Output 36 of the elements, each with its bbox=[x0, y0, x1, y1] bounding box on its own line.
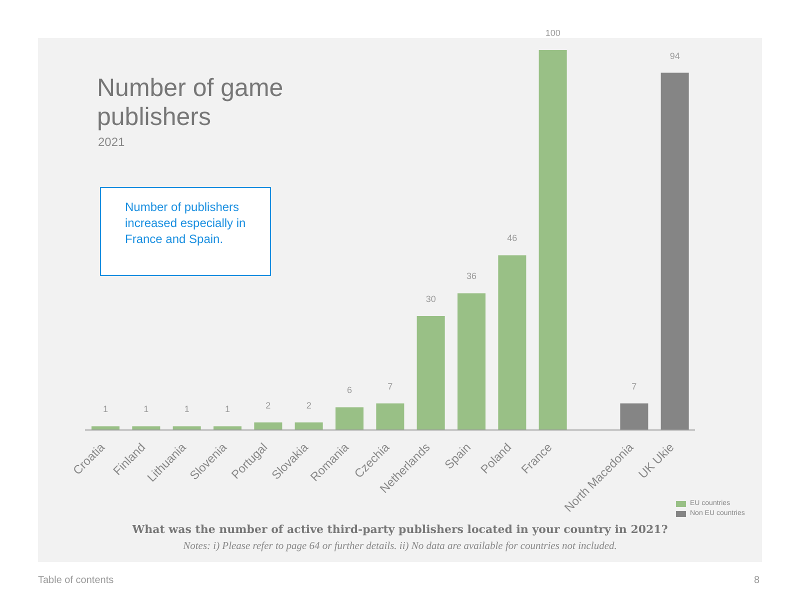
bar bbox=[620, 403, 648, 430]
text: 2021 bbox=[98, 135, 125, 149]
data-label: 94 bbox=[670, 50, 680, 61]
data-label: 7 bbox=[632, 381, 637, 392]
bar bbox=[498, 255, 526, 430]
data-label: 2 bbox=[306, 400, 312, 410]
data-label: 7 bbox=[388, 381, 393, 392]
bar bbox=[92, 426, 120, 430]
data-label: 6 bbox=[347, 385, 352, 396]
text: Number of game publishers bbox=[97, 74, 284, 132]
data-label: 1 bbox=[103, 404, 108, 414]
bar bbox=[172, 426, 201, 430]
bar bbox=[416, 316, 445, 430]
bar bbox=[336, 407, 364, 430]
bar bbox=[376, 403, 404, 430]
x-tick-label: UK Ukie bbox=[636, 440, 678, 482]
callout-box: Number of publishers increased especially in France and Spain. bbox=[100, 187, 271, 276]
bar bbox=[214, 426, 242, 430]
data-label: 1 bbox=[144, 404, 149, 414]
bar bbox=[254, 422, 282, 430]
data-label: 36 bbox=[466, 271, 477, 282]
bar bbox=[294, 422, 323, 430]
bar bbox=[132, 426, 160, 430]
data-label: 1 bbox=[184, 404, 190, 414]
bar bbox=[538, 50, 567, 430]
text: What was the number of active third-party publishers located in your country in 2021? bbox=[131, 523, 669, 536]
text: Table of contents bbox=[38, 575, 114, 586]
text: 8 bbox=[754, 575, 760, 586]
bar bbox=[660, 72, 689, 430]
text: Notes: i) Please refer to page 64 or further details. ii) No data are available for countries not included. bbox=[182, 541, 618, 552]
bar bbox=[458, 293, 486, 430]
data-label: 46 bbox=[507, 233, 518, 244]
data-label: 2 bbox=[266, 400, 271, 410]
data-label: 30 bbox=[426, 294, 436, 304]
data-label: 100 bbox=[545, 28, 560, 38]
data-label: 1 bbox=[225, 404, 230, 414]
